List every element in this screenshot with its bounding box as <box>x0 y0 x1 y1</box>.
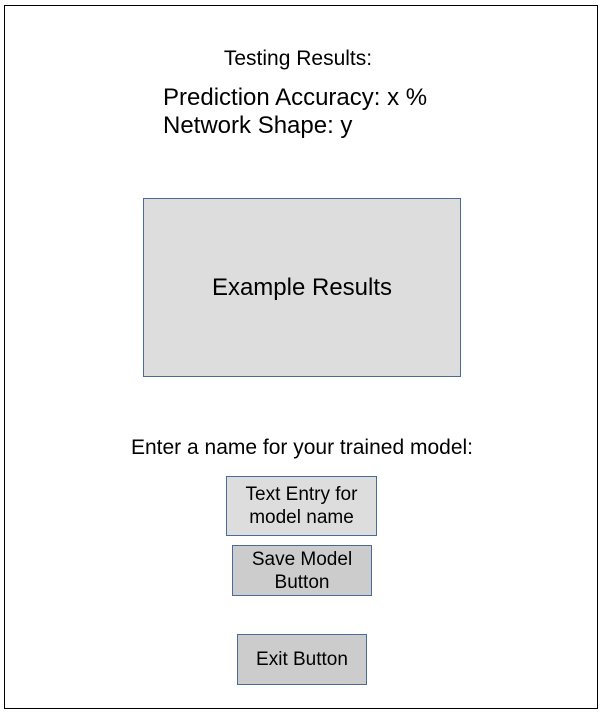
accuracy-label: Prediction Accuracy: x % <box>163 84 428 111</box>
exit-button[interactable]: Exit Button <box>237 634 367 685</box>
save-model-button-label: Save Model Button <box>251 548 353 593</box>
model-name-prompt: Enter a name for your trained model: <box>130 436 473 459</box>
example-results-panel: Example Results <box>143 198 461 377</box>
window-frame <box>4 5 598 709</box>
page-title: Testing Results: <box>223 47 373 70</box>
metrics-panel: Prediction Accuracy: x % Network Shape: … <box>163 84 427 140</box>
example-results-label: Example Results <box>211 273 393 301</box>
network-shape-label: Network Shape: y <box>163 112 353 139</box>
model-name-input[interactable]: Text Entry for model name <box>226 476 377 536</box>
exit-button-label: Exit Button <box>256 648 348 670</box>
model-name-input-label: Text Entry for model name <box>245 484 358 528</box>
save-model-button[interactable]: Save Model Button <box>232 545 372 596</box>
